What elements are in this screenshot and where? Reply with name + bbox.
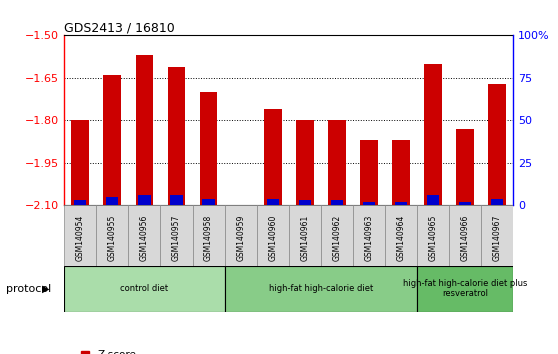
- Bar: [328, 120, 346, 205]
- Bar: [331, 200, 343, 205]
- FancyBboxPatch shape: [385, 205, 417, 266]
- Bar: [427, 195, 439, 205]
- Text: GSM140962: GSM140962: [333, 214, 341, 261]
- Bar: [395, 202, 407, 205]
- Text: GSM140954: GSM140954: [76, 214, 85, 261]
- Bar: [203, 199, 215, 205]
- FancyBboxPatch shape: [64, 266, 224, 312]
- Text: high-fat high-calorie diet plus
resveratrol: high-fat high-calorie diet plus resverat…: [403, 279, 527, 298]
- Bar: [138, 195, 151, 205]
- FancyBboxPatch shape: [161, 205, 193, 266]
- Text: GSM140960: GSM140960: [268, 214, 277, 261]
- FancyBboxPatch shape: [128, 205, 161, 266]
- Text: GDS2413 / 16810: GDS2413 / 16810: [64, 21, 175, 34]
- FancyBboxPatch shape: [353, 205, 385, 266]
- FancyBboxPatch shape: [64, 205, 97, 266]
- Text: GSM140961: GSM140961: [300, 214, 309, 261]
- Text: GSM140965: GSM140965: [429, 214, 437, 261]
- Text: GSM140966: GSM140966: [461, 214, 470, 261]
- Bar: [103, 75, 121, 205]
- Bar: [136, 55, 153, 205]
- Text: GSM140959: GSM140959: [236, 214, 245, 261]
- FancyBboxPatch shape: [417, 266, 513, 312]
- Bar: [424, 64, 442, 205]
- Bar: [392, 140, 410, 205]
- FancyBboxPatch shape: [97, 205, 128, 266]
- Bar: [488, 84, 506, 205]
- Text: GSM140958: GSM140958: [204, 214, 213, 261]
- Bar: [363, 202, 375, 205]
- Text: protocol: protocol: [6, 284, 51, 293]
- Bar: [170, 195, 182, 205]
- Text: control diet: control diet: [121, 284, 169, 293]
- FancyBboxPatch shape: [224, 205, 257, 266]
- Bar: [167, 67, 185, 205]
- Bar: [267, 199, 279, 205]
- Legend: Z-score, percentile rank within the sample: Z-score, percentile rank within the samp…: [80, 350, 273, 354]
- FancyBboxPatch shape: [321, 205, 353, 266]
- Bar: [71, 120, 89, 205]
- FancyBboxPatch shape: [193, 205, 224, 266]
- Bar: [200, 92, 218, 205]
- Bar: [459, 202, 472, 205]
- Text: ▶: ▶: [42, 284, 49, 293]
- Bar: [299, 200, 311, 205]
- FancyBboxPatch shape: [257, 205, 289, 266]
- Bar: [74, 200, 86, 205]
- FancyBboxPatch shape: [289, 205, 321, 266]
- Bar: [360, 140, 378, 205]
- Bar: [491, 199, 503, 205]
- FancyBboxPatch shape: [417, 205, 449, 266]
- Bar: [264, 109, 282, 205]
- Text: GSM140956: GSM140956: [140, 214, 149, 261]
- FancyBboxPatch shape: [449, 205, 481, 266]
- Bar: [106, 197, 118, 205]
- FancyBboxPatch shape: [481, 205, 513, 266]
- Text: GSM140957: GSM140957: [172, 214, 181, 261]
- Bar: [296, 120, 314, 205]
- Text: high-fat high-calorie diet: high-fat high-calorie diet: [269, 284, 373, 293]
- Text: GSM140964: GSM140964: [397, 214, 406, 261]
- FancyBboxPatch shape: [224, 266, 417, 312]
- Bar: [456, 129, 474, 205]
- Text: GSM140963: GSM140963: [364, 214, 373, 261]
- Text: GSM140967: GSM140967: [493, 214, 502, 261]
- Text: GSM140955: GSM140955: [108, 214, 117, 261]
